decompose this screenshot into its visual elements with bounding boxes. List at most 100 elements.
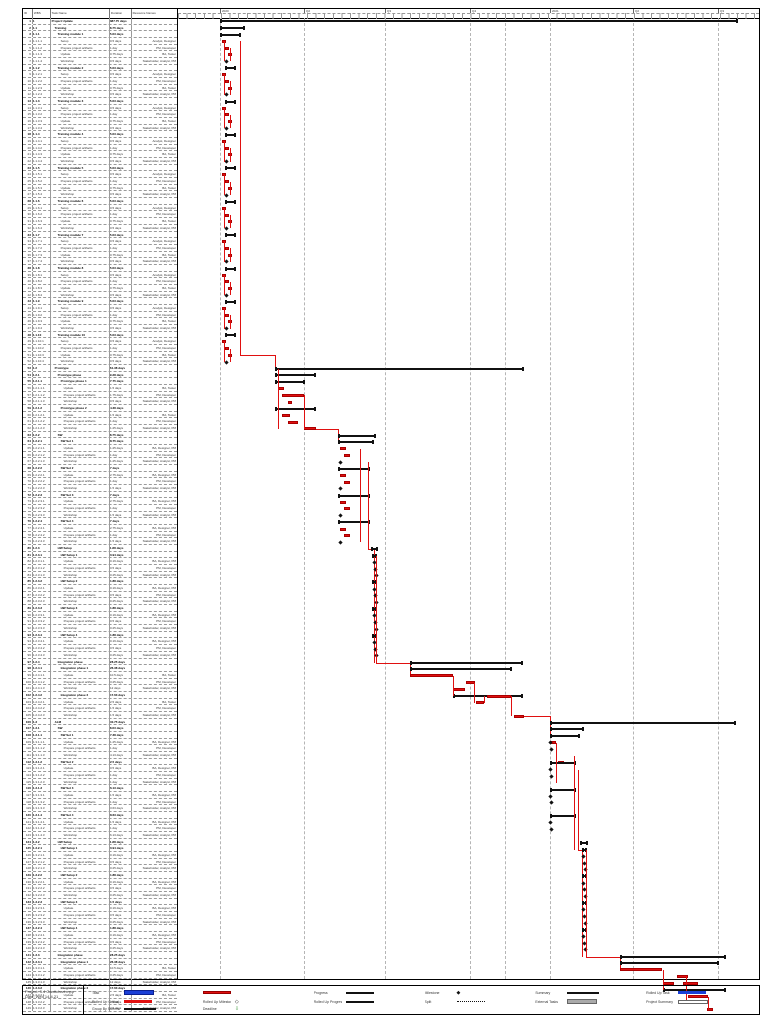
- summary-task-row[interactable]: 80 1.2.3 HW Setup 1.88 days: [23, 545, 177, 552]
- task-row[interactable]: 138 1.3.2.4.1 Update 0.19 days BA, Designer,…: [23, 932, 177, 939]
- task-row[interactable]: 82 1.2.3.1.1 Update 0.19 days BA, Designer, …: [23, 558, 177, 566]
- critical-task-bar[interactable]: [453, 687, 465, 691]
- summary-task-row[interactable]: 64 1.2.2.1 SW Set 1 8.75 days: [23, 438, 177, 445]
- summary-bar[interactable]: [550, 720, 736, 725]
- task-row[interactable]: 50 1.1.10.2 Prepare project artifacts 1 day…: [23, 344, 177, 352]
- task-row[interactable]: 139 1.3.2.4.2 Prepare project artifacts 0.5…: [23, 938, 177, 946]
- summary-task-row[interactable]: 133 1.3.2.3 HW Setup 3 1.5 days: [23, 898, 177, 906]
- critical-task-bar[interactable]: [225, 180, 229, 184]
- task-row[interactable]: 104 1.2.4.2.2 Prepare project artifacts 1.5…: [23, 705, 177, 712]
- critical-task-bar[interactable]: [225, 113, 229, 117]
- critical-task-bar[interactable]: [344, 507, 350, 511]
- summary-bar[interactable]: [220, 32, 241, 37]
- project-summary-bar[interactable]: [220, 19, 738, 24]
- task-row[interactable]: 101 1.2.4.1.3 Workshop 12 days Stakeholder, …: [23, 685, 177, 692]
- critical-task-bar[interactable]: [340, 447, 346, 451]
- summary-bar[interactable]: [550, 760, 576, 765]
- summary-bar[interactable]: [225, 99, 236, 104]
- summary-task-row[interactable]: 89 1.2.3.3 HW Setup 3 1.88 days: [23, 605, 177, 612]
- milestone-diamond-icon[interactable]: [547, 820, 553, 826]
- task-row[interactable]: 39 1.1.8.1 Setup 0.5 days Analyst, Designer: [23, 271, 177, 279]
- critical-task-bar[interactable]: [620, 968, 662, 972]
- critical-task-bar[interactable]: [288, 400, 292, 404]
- summary-task-row[interactable]: 43 1.1.9 Training module 9 5.63 days: [23, 298, 177, 305]
- header-duration[interactable]: Duration: [110, 9, 132, 18]
- summary-task-row[interactable]: 59 1.2.1.2 Prototype phase 2 4.38 days: [23, 404, 177, 412]
- summary-bar[interactable]: [550, 734, 580, 739]
- summary-task-row[interactable]: 2 1.1 Training 8.75 days: [23, 24, 177, 32]
- summary-task-row[interactable]: 107 1.3.1 SW 8.63 days: [23, 725, 177, 732]
- task-row[interactable]: 92 1.2.3.3.3 Workshop 0.25 days Stakeholder,…: [23, 625, 177, 632]
- task-row[interactable]: 74 1.2.2.3.2 Prepare project artifacts 1 da…: [23, 505, 177, 512]
- summary-task-row[interactable]: 81 1.2.3.1 HW Setup 1 0.94 days: [23, 551, 177, 559]
- task-row[interactable]: 46 1.1.9.3 Update 0.75 days BA, Tester: [23, 318, 177, 325]
- summary-bar[interactable]: [550, 787, 576, 792]
- critical-task-bar[interactable]: [225, 246, 229, 250]
- summary-task-row[interactable]: 8 1.1.2 Training module 2 5.63 days: [23, 64, 177, 72]
- task-row[interactable]: 69 1.2.2.2.1 Update 2.75 days BA, Designer, …: [23, 471, 177, 479]
- critical-task-bar[interactable]: [340, 474, 346, 478]
- summary-task-row[interactable]: 98 1.2.4.1 Integration phase 1 26.38 days: [23, 665, 177, 672]
- summary-bar[interactable]: [225, 199, 236, 204]
- task-row[interactable]: 30 1.1.6.2 Prepare project artifacts 1 day P…: [23, 211, 177, 219]
- summary-bar[interactable]: [663, 987, 726, 992]
- task-row[interactable]: 36 1.1.7.3 Update 0.75 days BA, Tester: [23, 251, 177, 259]
- task-row[interactable]: 52 1.1.10.4 Workshop 0.5 days Stakeholder, A…: [23, 358, 177, 365]
- header-task-name[interactable]: Task Name: [51, 9, 110, 18]
- summary-task-row[interactable]: 129 1.3.2.2 HW Setup 2 1.88 days: [23, 872, 177, 879]
- summary-bar[interactable]: [338, 520, 370, 525]
- task-row[interactable]: 128 1.3.2.1.3 Workshop 0.25 days Stakeholder…: [23, 865, 177, 872]
- summary-task-row[interactable]: 112 1.3.1.2 SW Set 2 2.5 days: [23, 758, 177, 766]
- task-row[interactable]: 10 1.1.2.2 Prepare project artifacts 1 day P…: [23, 78, 177, 85]
- task-row[interactable]: 135 1.3.2.3.2 Prepare project artifacts 0.5…: [23, 912, 177, 919]
- task-row[interactable]: 115 1.3.1.2.3 Workshop 1 day Stakeholder, An…: [23, 778, 177, 786]
- task-row[interactable]: 126 1.3.2.1.1 Update 0.19 days BA, Designer,…: [23, 851, 177, 859]
- critical-task-bar[interactable]: [344, 454, 350, 458]
- task-row[interactable]: 90 1.2.3.3.1 Update 0.19 days BA, Designer, …: [23, 611, 177, 619]
- milestone-diamond-icon[interactable]: [337, 460, 343, 465]
- task-row[interactable]: 27 1.1.5.4 Workshop 0.5 days Stakeholder, An…: [23, 191, 177, 199]
- task-row[interactable]: 22 1.1.4.4 Workshop 0.5 days Stakeholder, An…: [23, 158, 177, 165]
- summary-bar[interactable]: [338, 493, 370, 498]
- task-row[interactable]: 57 1.2.1.1.2 Prepare project artifacts 1.75…: [23, 391, 177, 399]
- task-row[interactable]: 105 1.2.4.2.3 Workshop 1.5 days Stakeholder,…: [23, 711, 177, 719]
- task-row[interactable]: 145 1.3.3.1.3 Workshop 12 days Stakeholder, …: [23, 978, 177, 986]
- summary-bar[interactable]: [338, 440, 374, 445]
- critical-task-bar[interactable]: [476, 701, 484, 705]
- task-row[interactable]: 110 1.3.1.1.2 Prepare project artifacts 1 d…: [23, 745, 177, 752]
- summary-task-row[interactable]: 93 1.2.3.4 HW Setup 4 1.88 days: [23, 631, 177, 639]
- summary-bar[interactable]: [220, 26, 245, 31]
- task-row[interactable]: 32 1.1.6.4 Workshop 0.5 days Stakeholder, An…: [23, 224, 177, 232]
- summary-task-row[interactable]: 85 1.2.3.2 HW Setup 2 1.88 days: [23, 578, 177, 586]
- task-row[interactable]: 87 1.2.3.2.2 Prepare project artifacts 0.5 …: [23, 591, 177, 599]
- task-row[interactable]: 123 1.3.1.4.3 Workshop 6.13 days Stakeholder…: [23, 831, 177, 839]
- task-row[interactable]: 130 1.3.2.2.1 Update 0.19 days BA, Designer,…: [23, 878, 177, 886]
- task-row[interactable]: 65 1.2.2.1.1 Update 1.25 days BA, Designer, …: [23, 445, 177, 452]
- task-row[interactable]: 21 1.1.4.3 Update 0.75 days BA, Tester: [23, 151, 177, 159]
- task-row[interactable]: 51 1.1.10.3 Update 0.75 days BA, Tester: [23, 351, 177, 359]
- critical-task-bar[interactable]: [225, 313, 229, 317]
- task-row[interactable]: 99 1.2.4.1.1 Update 10.5 days BA, Tester: [23, 671, 177, 679]
- summary-task-row[interactable]: 3 1.1.1 Training module 1 5.63 days: [23, 31, 177, 39]
- task-row[interactable]: 56 1.2.1.1.1 Update 1.5 days BA, Tester: [23, 384, 177, 392]
- task-row[interactable]: 91 1.2.3.3.2 Prepare project artifacts 0.5 …: [23, 618, 177, 626]
- task-row[interactable]: 78 1.2.2.4.2 Prepare project artifacts 1 da…: [23, 531, 177, 539]
- summary-task-row[interactable]: 102 1.2.4.2 Integration phase 2 17.63 days: [23, 691, 177, 699]
- task-row[interactable]: 11 1.1.2.3 Update 0.75 days BA, Tester: [23, 84, 177, 92]
- task-row[interactable]: 100 1.2.4.1.2 Prepare project artifacts 3.2…: [23, 678, 177, 686]
- summary-task-row[interactable]: 48 1.1.10 Training module 10 5.63 days: [23, 331, 177, 339]
- summary-task-row[interactable]: 53 1.2 Prototype 61.38 days: [23, 364, 177, 372]
- summary-task-row[interactable]: 97 1.2.4 Integration phase 28.25 days: [23, 658, 177, 666]
- task-row[interactable]: 12 1.1.2.4 Workshop 0.5 days Stakeholder, An…: [23, 91, 177, 99]
- task-row[interactable]: 103 1.2.4.2.1 Update 2.5 days BA, Tester: [23, 698, 177, 706]
- summary-bar[interactable]: [225, 66, 236, 71]
- task-row[interactable]: 86 1.2.3.2.1 Update 0.19 days BA, Designer, …: [23, 585, 177, 592]
- summary-bar[interactable]: [275, 366, 524, 371]
- summary-bar[interactable]: [275, 373, 316, 378]
- task-row[interactable]: 61 1.2.1.2.2 Prepare project artifacts 1 da…: [23, 418, 177, 425]
- critical-task-bar[interactable]: [487, 694, 511, 698]
- task-row[interactable]: 131 1.3.2.2.2 Prepare project artifacts 0.5…: [23, 885, 177, 893]
